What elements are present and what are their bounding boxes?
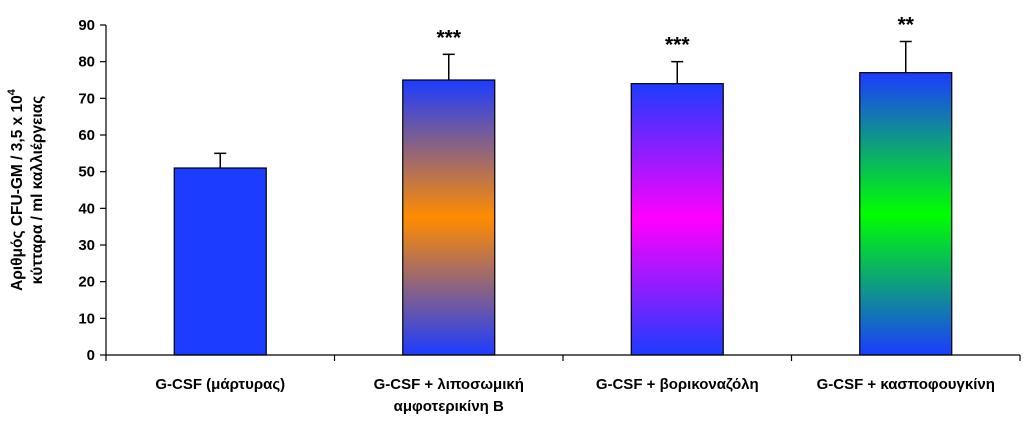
- y-axis-label-line2: κύτταρα / ml καλλιέργειας: [29, 96, 46, 285]
- y-tick-label: 60: [78, 127, 95, 144]
- y-axis-label-line1: Αριθμός CFU-GM / 3,5 x 104: [6, 88, 26, 291]
- y-tick-label: 20: [78, 274, 95, 291]
- significance-label: ***: [436, 26, 461, 49]
- bar: [859, 72, 953, 356]
- significance-label: **: [898, 14, 915, 37]
- category-label: G-CSF + βορικοναζόλη: [596, 376, 759, 393]
- y-tick-label: 40: [78, 200, 95, 217]
- bar: [173, 167, 267, 356]
- category-label: G-CSF + λιποσωμική: [374, 376, 524, 393]
- category-label: αμφοτερικίνη B: [394, 398, 504, 415]
- category-label: G-CSF + κασποφουγκίνη: [817, 376, 995, 393]
- y-axis-title: Αριθμός CFU-GM / 3,5 x 104 κύτταρα / ml …: [6, 88, 46, 291]
- category-label: G-CSF (μάρτυρας): [155, 376, 285, 393]
- y-tick-label: 70: [78, 90, 95, 107]
- y-tick-label: 50: [78, 164, 95, 181]
- y-tick-label: 90: [78, 17, 95, 34]
- bar: [402, 79, 496, 356]
- y-axis-label-exponent: 4: [6, 88, 18, 95]
- significance-label: ***: [665, 34, 690, 57]
- y-tick-label: 10: [78, 310, 95, 327]
- y-tick-label: 30: [78, 237, 95, 254]
- y-tick-label: 0: [87, 347, 95, 364]
- y-tick-label: 80: [78, 54, 95, 71]
- bar: [630, 83, 724, 356]
